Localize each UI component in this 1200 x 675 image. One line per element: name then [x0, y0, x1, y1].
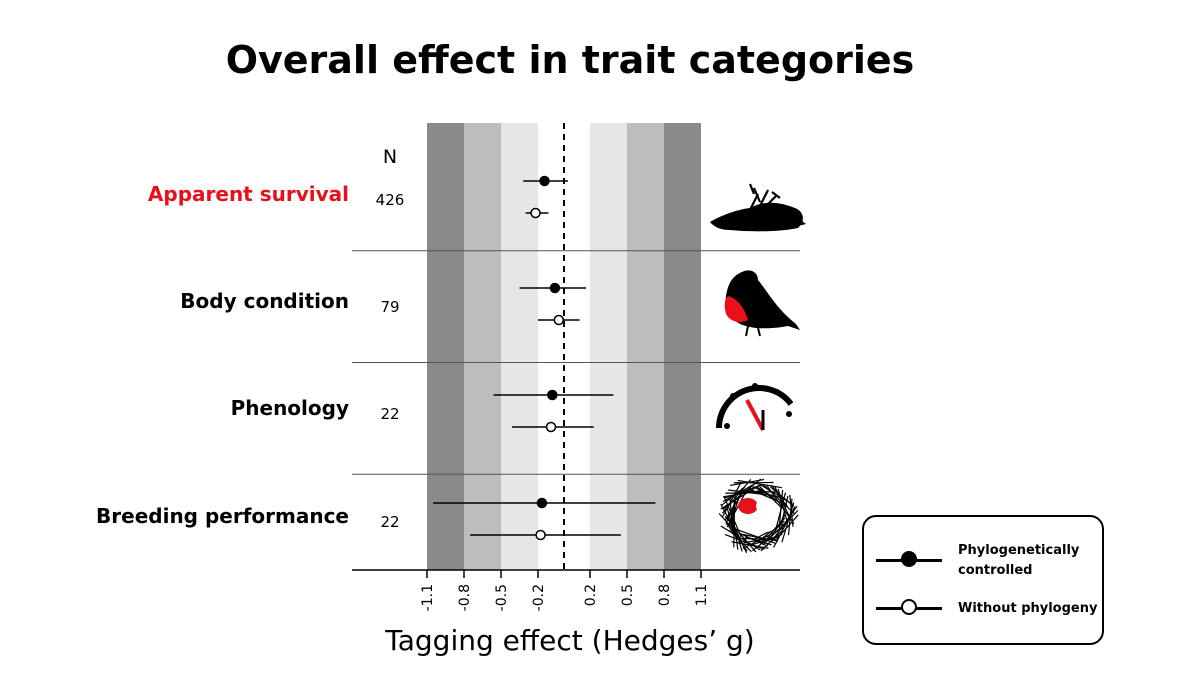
category-row: Phenology 22 — [231, 389, 614, 433]
estimate-point-nophylo — [530, 207, 541, 219]
open-circle-icon — [901, 599, 917, 615]
x-axis-label: Tagging effect (Hedges’ g) — [384, 624, 754, 657]
estimate-point-phylo — [536, 497, 548, 509]
estimate-point-nophylo — [535, 529, 546, 541]
estimate-point-nophylo — [545, 421, 557, 433]
category-label: Phenology — [231, 396, 349, 420]
band-2 — [501, 123, 538, 570]
legend-item-nophylo: Without phylogeny — [876, 587, 1101, 631]
category-row: Body condition 79 — [180, 282, 587, 326]
category-label: Body condition — [180, 289, 349, 313]
chart-title: Overall effect in trait categories — [225, 38, 915, 82]
x-tick-label: -0.2 — [531, 584, 547, 611]
x-tick-label: -0.8 — [457, 584, 473, 611]
n-value: 22 — [380, 405, 399, 423]
x-tick-label: 0.5 — [620, 584, 636, 606]
estimate-point-phylo — [549, 282, 561, 294]
category-label: Apparent survival — [148, 182, 349, 206]
band-4 — [590, 123, 627, 570]
category-rows: Apparent survival 426 Body condition 79 Phen… — [96, 175, 656, 541]
band-5 — [627, 123, 664, 570]
dead-bird-icon — [710, 183, 806, 232]
category-label: Breeding performance — [96, 504, 349, 528]
band-0 — [427, 123, 464, 570]
estimate-point-nophylo — [553, 314, 565, 326]
band-1 — [464, 123, 501, 570]
filled-circle-icon — [901, 551, 917, 567]
n-value: 426 — [376, 191, 405, 209]
x-tick-label: -1.1 — [420, 584, 436, 611]
x-axis-ticks: -1.1 -0.8 -0.5 -0.2 0.2 0.5 0.8 1.1 — [420, 570, 710, 611]
robin-icon — [724, 270, 800, 337]
legend-label: Without phylogeny — [958, 601, 1098, 616]
band-6 — [664, 123, 701, 570]
x-tick-label: 1.1 — [694, 584, 710, 606]
n-value: 79 — [380, 298, 399, 316]
estimate-point-phylo — [539, 175, 550, 187]
nest-icon — [718, 478, 799, 554]
estimate-point-phylo — [547, 389, 558, 401]
legend: Phylogenetically controlled Without phyl… — [862, 515, 1104, 645]
clock-icon — [716, 383, 794, 431]
row-separators — [352, 250, 800, 475]
legend-label: Phylogenetically controlled — [958, 543, 1080, 578]
n-value: 22 — [380, 513, 399, 531]
x-tick-label: 0.8 — [657, 584, 673, 606]
x-tick-label: -0.5 — [494, 584, 510, 611]
n-header: N — [383, 146, 397, 168]
category-row: Apparent survival 426 — [148, 175, 568, 219]
legend-item-phylo: Phylogenetically controlled — [876, 539, 1101, 583]
x-tick-label: 0.2 — [583, 584, 599, 606]
category-row: Breeding performance 22 — [96, 497, 656, 541]
